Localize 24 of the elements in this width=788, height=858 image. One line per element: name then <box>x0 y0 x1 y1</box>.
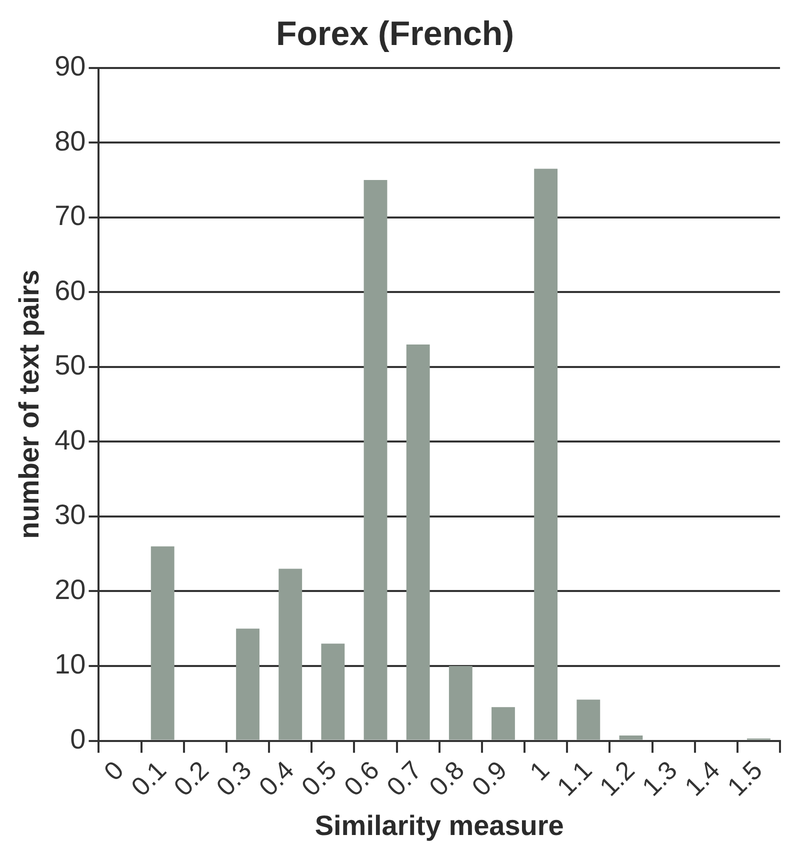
y-tick-label: 90 <box>54 50 86 82</box>
y-tick-label: 30 <box>54 499 86 530</box>
bar <box>619 736 643 740</box>
y-tick-label: 40 <box>54 424 86 456</box>
bar <box>321 644 345 740</box>
y-tick-label: 80 <box>54 125 86 156</box>
bar <box>448 666 472 740</box>
y-tick-label: 0 <box>70 724 86 754</box>
bar <box>576 700 600 740</box>
chart-title: Forex (French) <box>276 14 514 53</box>
y-tick-label: 50 <box>54 350 86 381</box>
y-tick-label: 60 <box>54 274 86 306</box>
y-axis-title: number of text pairs <box>14 270 45 539</box>
bar <box>364 180 388 740</box>
y-tick-label: 10 <box>54 648 86 680</box>
x-axis-title: Similarity measure <box>314 810 564 841</box>
y-tick-label: 70 <box>54 200 86 232</box>
bar <box>278 568 302 740</box>
y-tick-label: 20 <box>54 574 86 605</box>
bar <box>492 707 515 740</box>
bar <box>406 344 430 740</box>
bar <box>236 628 260 740</box>
bar <box>534 168 558 740</box>
bar <box>150 546 174 740</box>
